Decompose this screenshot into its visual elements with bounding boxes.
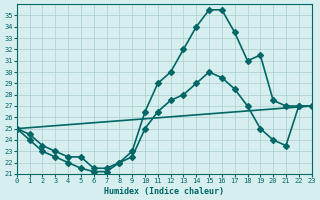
X-axis label: Humidex (Indice chaleur): Humidex (Indice chaleur) — [104, 187, 224, 196]
